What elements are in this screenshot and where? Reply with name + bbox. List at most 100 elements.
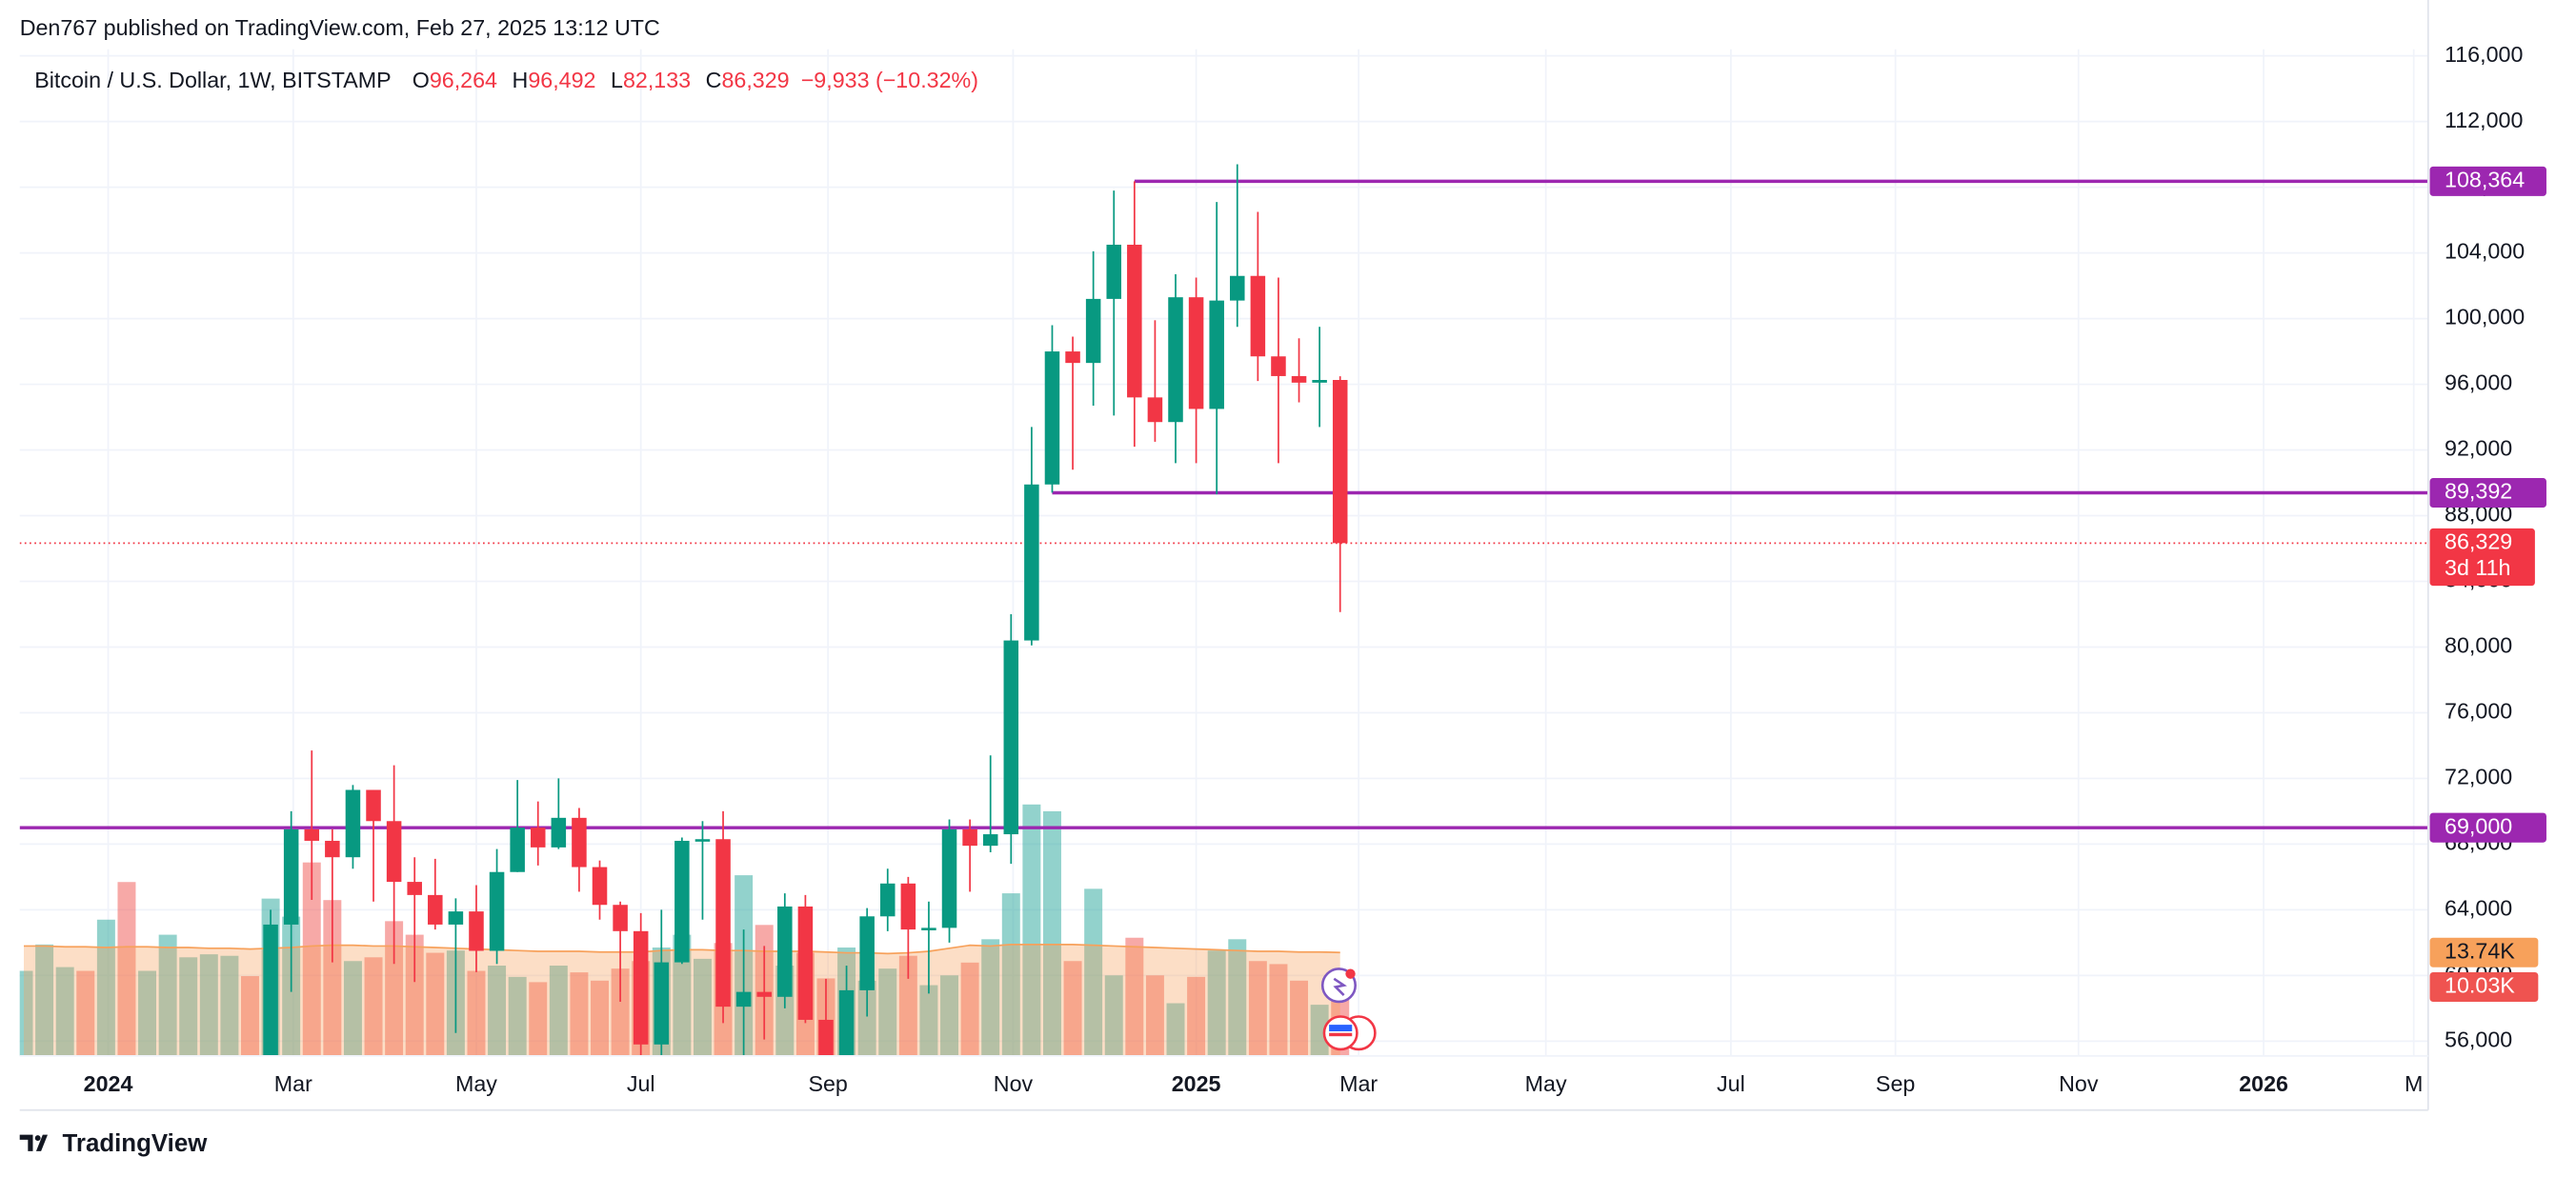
candle-body: [407, 882, 422, 895]
volume-bar: [1042, 810, 1061, 1056]
volume-bar: [1290, 980, 1309, 1056]
level-label: 108,364: [2445, 168, 2525, 192]
candle-body: [982, 834, 998, 847]
axes: 56,00060,00064,00068,00072,00076,00080,0…: [19, 0, 2546, 1111]
volume-bar: [241, 976, 259, 1056]
candle-body: [428, 894, 443, 925]
candle-body: [777, 906, 793, 997]
volume-label: 10.03K: [2445, 973, 2515, 998]
volume-bar: [488, 965, 507, 1056]
level-label-box: [2429, 477, 2546, 509]
candle-body: [366, 789, 381, 822]
candle-body: [489, 871, 505, 951]
x-tick-label: M: [2405, 1071, 2423, 1096]
volume-bar: [199, 954, 218, 1056]
indicator-icons: [1320, 968, 1377, 1051]
level-label-box: [2429, 812, 2546, 843]
change: −9,933 (−10.32%): [801, 68, 978, 92]
volume-bar: [35, 944, 54, 1056]
candle-body: [1024, 484, 1039, 641]
candle-body: [633, 930, 649, 1045]
candle-body: [304, 828, 320, 841]
volume-label-box: [2429, 971, 2539, 1002]
volume-bar: [611, 968, 630, 1056]
volume-bar: [158, 934, 177, 1056]
price-pane: [19, 164, 2428, 1056]
candle-body: [1291, 375, 1307, 383]
candle-body: [1250, 275, 1266, 357]
x-tick-label: Nov: [2059, 1071, 2099, 1096]
level-label: 69,000: [2445, 813, 2512, 838]
volume-bar: [1187, 976, 1206, 1056]
candle-body: [880, 883, 896, 917]
y-tick-label: 64,000: [2445, 896, 2512, 921]
volume-bar: [981, 939, 1000, 1056]
ohlc-value: 86,329: [721, 68, 789, 92]
ohlc-key: C: [706, 68, 722, 92]
y-tick-label: 56,000: [2445, 1027, 2512, 1052]
candle-body: [1271, 356, 1286, 376]
candle-body: [859, 916, 875, 990]
volume-bar: [919, 985, 938, 1056]
candle-body: [1230, 275, 1245, 301]
candle-body: [1065, 351, 1080, 364]
y-tick-label: 112,000: [2445, 108, 2523, 132]
symbol: Bitcoin / U.S. Dollar, 1W, BITSTAMP: [34, 68, 392, 92]
candle-body: [1209, 300, 1224, 409]
volume-bar: [179, 957, 198, 1056]
candle-body: [715, 839, 731, 1007]
candle-body: [448, 911, 464, 925]
volume-bar: [960, 962, 979, 1056]
candle-body: [941, 828, 957, 928]
candle-body: [1127, 244, 1142, 398]
volume-bar: [898, 955, 917, 1056]
y-tick-label: 104,000: [2445, 239, 2525, 264]
x-tick-label: 2024: [84, 1071, 133, 1096]
ohlc-value: 82,133: [623, 68, 691, 92]
candle-body: [735, 991, 752, 1007]
x-tick-label: May: [1525, 1071, 1567, 1096]
x-tick-label: Jul: [627, 1071, 655, 1096]
volume-ma-label-box: [2429, 937, 2539, 968]
candle-body: [469, 911, 484, 951]
volume-bar: [1084, 888, 1103, 1056]
y-tick-label: 96,000: [2445, 370, 2512, 395]
volume-bar: [1001, 893, 1020, 1056]
x-tick-label: 2026: [2239, 1071, 2288, 1096]
volume-bar: [693, 958, 712, 1056]
candle-body: [572, 817, 587, 868]
y-tick-label: 80,000: [2445, 633, 2512, 658]
x-tick-label: Mar: [1339, 1071, 1378, 1096]
volume-bar: [19, 970, 33, 1056]
volume-bar: [323, 900, 342, 1056]
volume-bar: [1125, 937, 1144, 1056]
volume-bar: [1166, 1003, 1185, 1056]
y-tick-label: 72,000: [2445, 765, 2512, 789]
volume-bar: [343, 961, 362, 1056]
candle-body: [551, 817, 567, 848]
volume-bar: [138, 970, 157, 1056]
candle-body: [654, 962, 670, 1045]
level-label: 89,392: [2445, 479, 2512, 504]
volume-bar: [55, 967, 74, 1056]
volume-ma-label: 13.74K: [2445, 938, 2515, 963]
candle-body: [1188, 297, 1204, 409]
published-line: Den767 published on TradingView.com, Feb…: [20, 15, 660, 40]
ohlc-key: H: [513, 68, 529, 92]
candle-body: [325, 840, 340, 858]
last-price-label: 86,329: [2445, 529, 2512, 553]
y-tick-label: 76,000: [2445, 699, 2512, 724]
volume-bar: [1207, 950, 1226, 1056]
volume-bar: [385, 921, 404, 1056]
candle-body: [694, 839, 711, 842]
volume-bar: [1228, 939, 1247, 1056]
volume-bar: [508, 976, 527, 1056]
candle-body: [1106, 244, 1122, 299]
x-tick-label: Sep: [1876, 1071, 1915, 1096]
volume-bar: [1269, 964, 1288, 1056]
symbol-legend: Bitcoin / U.S. Dollar, 1W, BITSTAMP O96,…: [34, 68, 978, 92]
candle-body: [530, 828, 546, 848]
brand-name: TradingView: [63, 1130, 209, 1157]
candle-body: [1003, 640, 1019, 835]
candle-body: [1044, 351, 1060, 485]
